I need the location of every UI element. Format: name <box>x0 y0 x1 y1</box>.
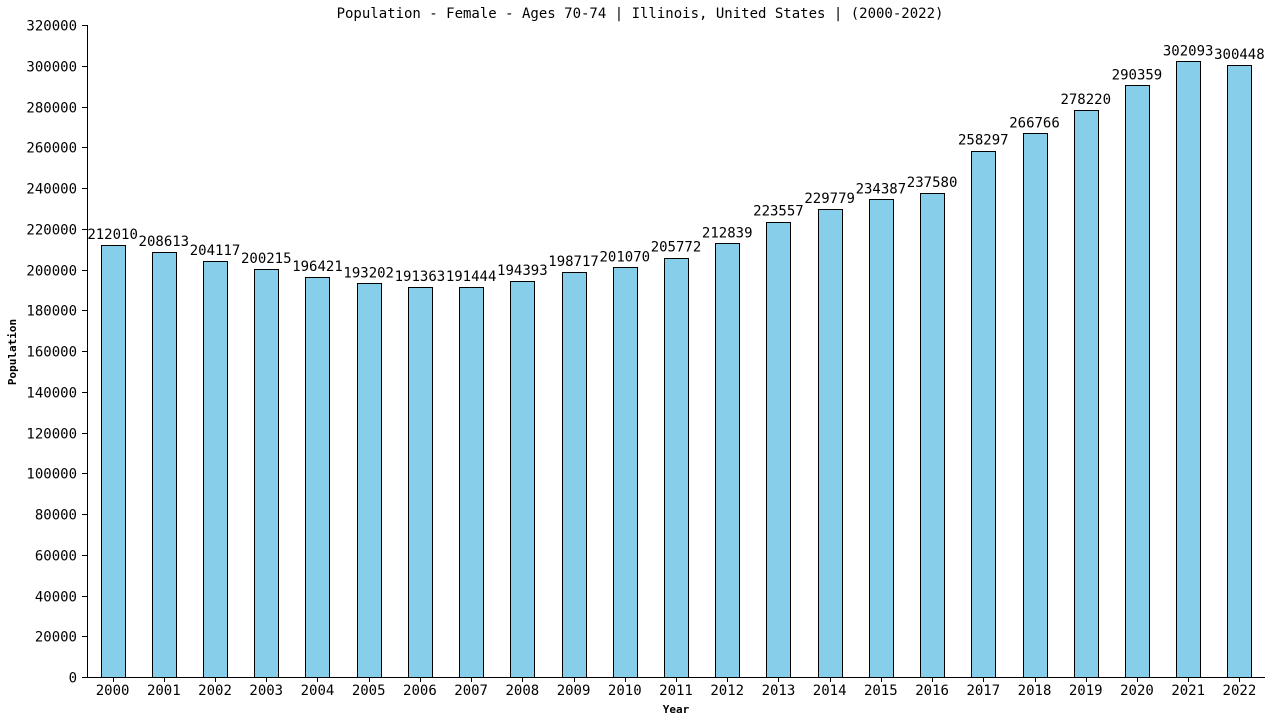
bar-value-label: 196421 <box>292 259 343 275</box>
bar-value-label: 258297 <box>958 133 1009 149</box>
bar-value-label: 191444 <box>446 269 497 285</box>
bar-value-label: 278220 <box>1060 92 1111 108</box>
x-tick-label: 2016 <box>915 683 949 699</box>
bar-value-label: 198717 <box>548 254 599 270</box>
bar <box>1125 85 1150 678</box>
x-tick-label: 2020 <box>1120 683 1154 699</box>
bar <box>715 243 740 678</box>
bar-value-label: 229779 <box>804 191 855 207</box>
bar <box>101 245 126 678</box>
x-tick-label: 2021 <box>1171 683 1205 699</box>
x-tick-label: 2000 <box>96 683 130 699</box>
bar <box>254 269 279 678</box>
x-axis: 2000 2001 2002 2003 2004 2005 2006 2007 2008 2009… <box>96 677 1257 699</box>
x-tick-label: 2006 <box>403 683 437 699</box>
x-tick-label: 2012 <box>710 683 744 699</box>
bar-value-label: 290359 <box>1112 67 1163 83</box>
x-tick-label: 2018 <box>1018 683 1052 699</box>
bar <box>152 252 177 678</box>
bar <box>920 193 945 678</box>
y-tick-label: 200000 <box>26 264 77 280</box>
y-tick-label: 240000 <box>26 182 77 198</box>
bar-value-label: 200215 <box>241 251 292 267</box>
bar-value-label: 208613 <box>139 234 190 250</box>
y-tick-label: 140000 <box>26 386 77 402</box>
bar <box>305 277 330 678</box>
bar <box>408 287 433 678</box>
y-tick-label: 280000 <box>26 101 77 117</box>
bar-value-label: 302093 <box>1163 43 1214 59</box>
x-tick-label: 2010 <box>608 683 642 699</box>
y-tick-label: 180000 <box>26 304 77 320</box>
x-tick-label: 2003 <box>249 683 283 699</box>
x-tick-label: 2015 <box>864 683 898 699</box>
y-tick-label: 40000 <box>35 590 77 606</box>
bar <box>1227 65 1252 678</box>
x-tick-label: 2019 <box>1069 683 1103 699</box>
y-axis: 0 20000 40000 60000 80000 100000 120000 140000 1… <box>26 19 87 687</box>
bar-value-label: 193202 <box>343 265 394 281</box>
x-tick-label: 2022 <box>1223 683 1257 699</box>
y-tick-label: 120000 <box>26 427 77 443</box>
y-axis-label: Population <box>6 319 19 385</box>
bar <box>203 261 228 678</box>
bar-value-label: 191363 <box>395 269 446 285</box>
x-tick-label: 2002 <box>198 683 232 699</box>
y-tick-label: 80000 <box>35 508 77 524</box>
bar <box>357 283 382 678</box>
bar-value-label: 205772 <box>651 240 702 256</box>
bar <box>1074 110 1099 678</box>
x-tick-label: 2009 <box>557 683 591 699</box>
x-tick-label: 2007 <box>454 683 488 699</box>
y-tick-label: 160000 <box>26 345 77 361</box>
bar <box>459 287 484 678</box>
bar-value-label: 234387 <box>856 181 907 197</box>
y-tick-label: 60000 <box>35 549 77 565</box>
bar <box>664 258 689 678</box>
x-tick-label: 2017 <box>966 683 1000 699</box>
bar <box>1176 61 1201 678</box>
y-tick-label: 0 <box>69 671 77 687</box>
bar-value-label: 300448 <box>1214 47 1265 63</box>
bar-value-label: 212839 <box>702 225 753 241</box>
bar <box>869 199 894 678</box>
y-tick-label: 220000 <box>26 223 77 239</box>
x-axis-label: Year <box>663 703 690 716</box>
x-tick-label: 2011 <box>659 683 693 699</box>
bar-value-label: 204117 <box>190 243 241 259</box>
bar <box>818 209 843 678</box>
y-tick-label: 20000 <box>35 630 77 646</box>
bar <box>1023 133 1048 678</box>
bar <box>613 267 638 678</box>
x-tick-label: 2004 <box>301 683 335 699</box>
bar <box>971 151 996 678</box>
bar-value-label: 237580 <box>907 175 958 191</box>
y-tick-label: 300000 <box>26 60 77 76</box>
bar-value-label: 201070 <box>599 249 650 265</box>
bar-value-label: 194393 <box>497 263 548 279</box>
x-tick-label: 2001 <box>147 683 181 699</box>
bar <box>766 222 791 678</box>
bar-value-label: 223557 <box>753 204 804 220</box>
bars-group <box>101 61 1252 678</box>
x-tick-label: 2013 <box>762 683 796 699</box>
y-tick-label: 320000 <box>26 19 77 35</box>
bar-value-label: 266766 <box>1009 115 1060 131</box>
bar-value-label: 212010 <box>87 227 138 243</box>
chart-title: Population - Female - Ages 70-74 | Illin… <box>337 6 944 22</box>
y-tick-label: 100000 <box>26 467 77 483</box>
x-tick-label: 2014 <box>813 683 847 699</box>
bar <box>562 272 587 678</box>
bar <box>510 281 535 678</box>
x-tick-label: 2005 <box>352 683 386 699</box>
y-tick-label: 260000 <box>26 141 77 157</box>
x-tick-label: 2008 <box>505 683 539 699</box>
